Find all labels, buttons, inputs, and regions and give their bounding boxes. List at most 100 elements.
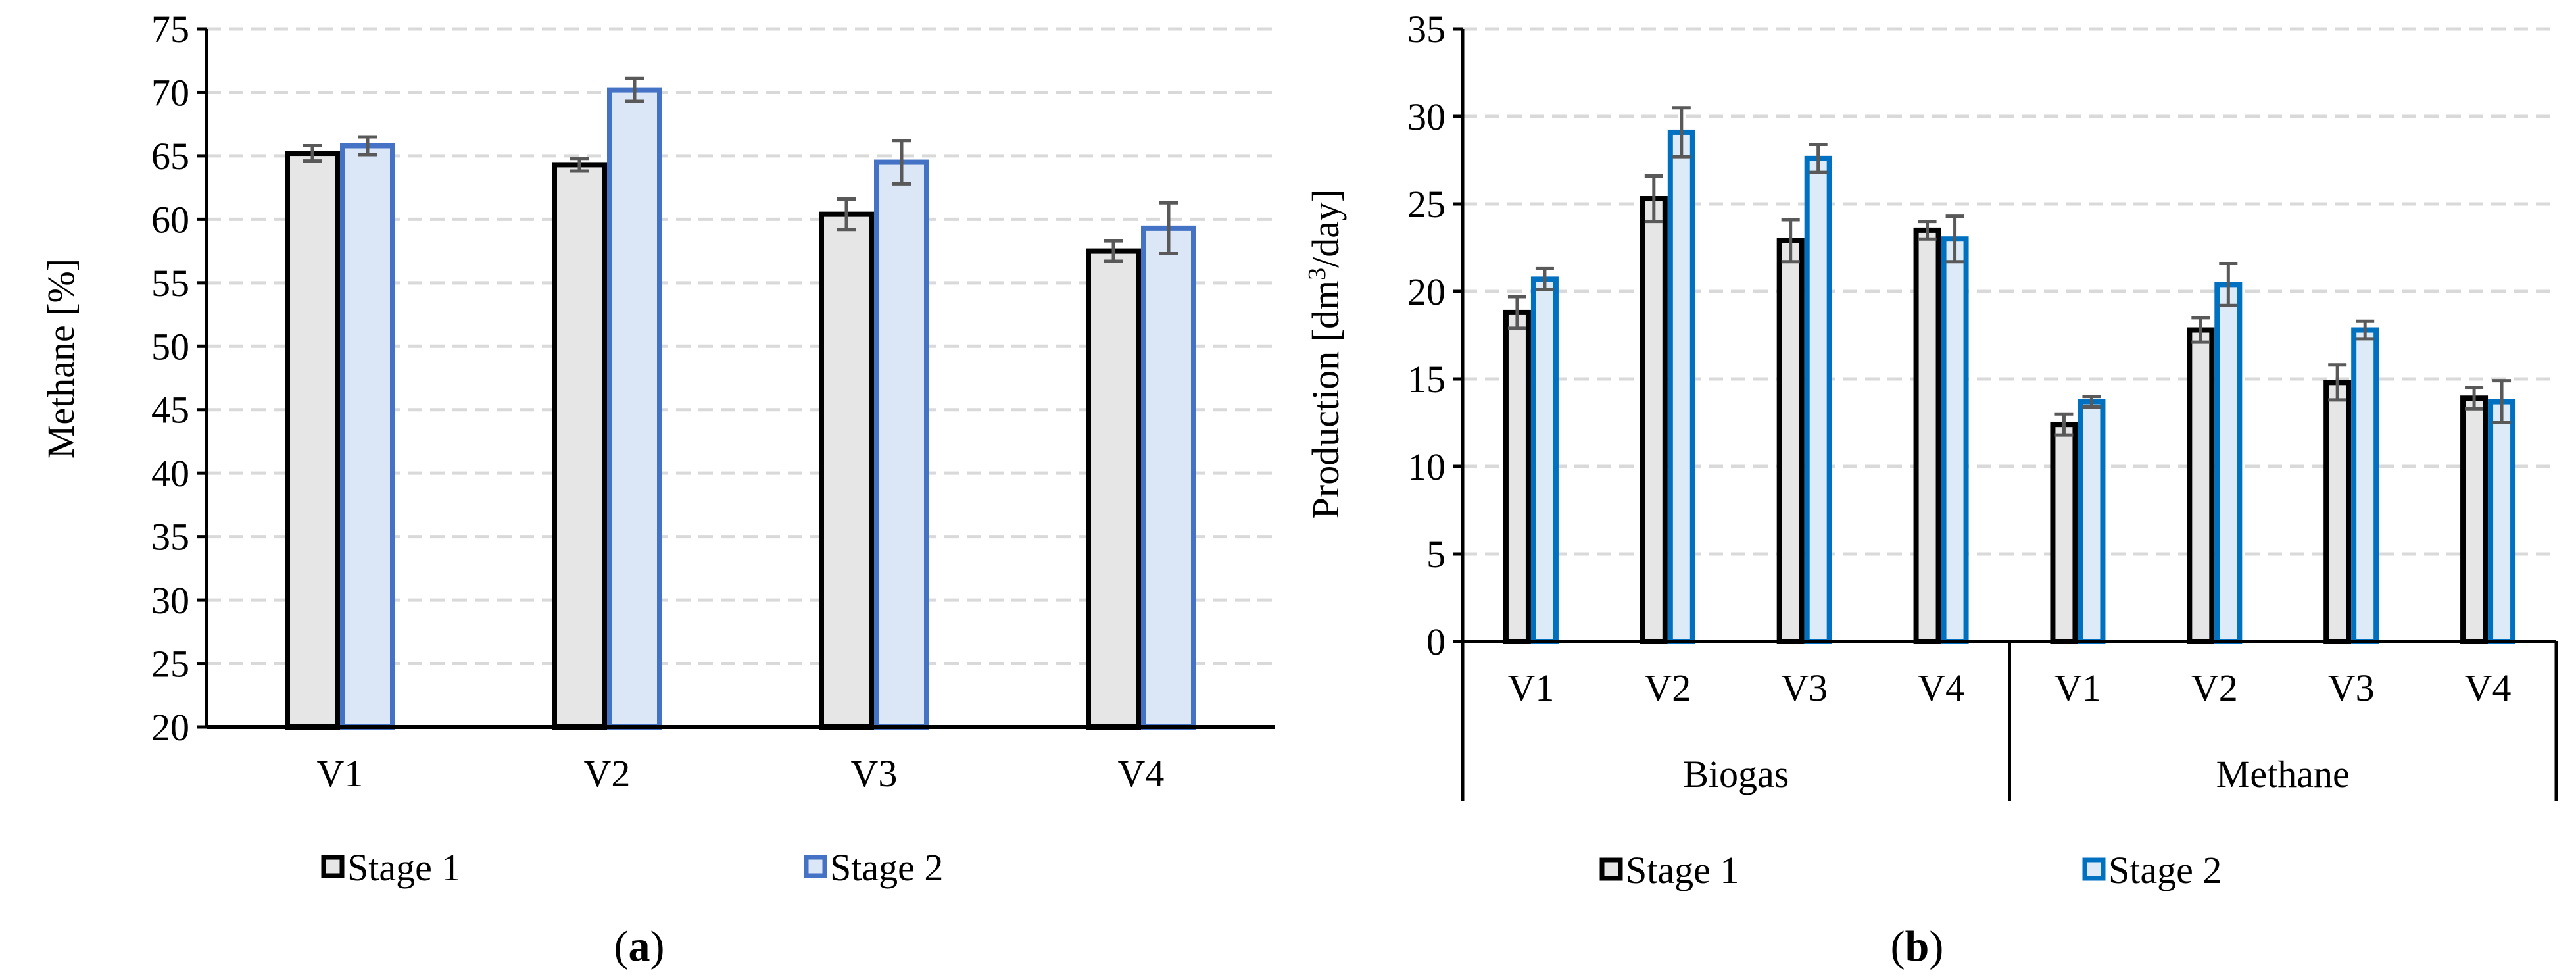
y-tick-label: 20 [1407,270,1446,313]
bar-stage1-v3 [1776,238,1805,644]
bar-stage1-v1 [1503,309,1531,644]
y-axis-title-b-sup: 3 [1303,268,1331,280]
y-tick-label: 75 [151,8,189,51]
error-bar [2219,261,2238,307]
error-bar [1507,295,1526,330]
x-tick-label: V2 [584,752,631,795]
error-bar [2328,363,2347,402]
bar-stage2-v2 [607,87,662,730]
y-tick-label: 30 [151,579,189,622]
bar-stage1-v1 [2050,422,2078,644]
bar-stage2-v3 [2351,327,2379,644]
x-tick-label: V4 [1918,666,1964,709]
bar-stage1-v1 [285,151,340,730]
error-bar [2054,412,2074,437]
legend-swatch-stage1-a [321,855,345,878]
bar-stage1-v3 [819,211,874,730]
y-tick-label: 60 [151,198,189,241]
y-tick-label: 0 [1426,620,1446,663]
bar-stage1-v2 [2187,327,2215,644]
y-tick-label: 10 [1407,445,1446,488]
y-tick-label: 70 [151,71,189,114]
legend-swatch-stage1-b [1599,857,1623,881]
panel-label-a-letter: a [629,922,650,970]
bar-stage1-v3 [2323,380,2352,644]
error-bar [892,139,911,186]
y-tick-label: 5 [1426,533,1446,576]
panel-label-a: (a) [614,922,665,970]
error-bar [1945,214,1964,264]
x-tick-label: V3 [1781,666,1828,709]
group-label-biogas: Biogas [1683,753,1789,795]
x-tick-label: V1 [2054,666,2101,709]
y-tick-label: 35 [151,516,189,559]
legend-label-stage2-a: Stage 2 [830,846,943,889]
x-tick-label: V3 [851,752,898,795]
bar-stage2-v4 [2488,399,2516,645]
chart-panel-a: 20 25 30 35 40 45 50 55 60 65 70 75 V1 V2 V3 V4 [151,8,1275,795]
legend-label-stage1-b: Stage 1 [1626,849,1739,891]
error-bar [2082,395,2101,409]
error-bar [1104,239,1123,263]
error-bar [1535,266,1554,291]
y-tick-label: 15 [1407,358,1446,401]
error-bar [2191,316,2210,344]
panel-label-b: (b) [1891,922,1944,970]
bar-stage2-v3 [874,159,929,730]
bar-stage1-v4 [2460,395,2489,644]
panel-label-b-letter: b [1905,922,1930,970]
x-tick-label: V4 [2465,666,2512,709]
error-bar [1672,106,1691,159]
x-tick-label: V4 [1118,752,1165,795]
error-bar [1918,220,1937,241]
y-tick-label: 65 [151,135,189,178]
x-tick-label: V3 [2328,666,2375,709]
legend-label-stage2-b: Stage 2 [2108,849,2222,891]
bar-stage1-v4 [1086,248,1141,730]
legend-swatch-stage2-a [804,855,827,878]
error-bar [625,76,644,103]
bar-stage2-v2 [2214,282,2243,644]
bar-stage2-v3 [1804,155,1832,644]
bar-stage2-v2 [1667,129,1695,644]
error-bar [358,135,377,157]
bar-stage2-v1 [2078,399,2106,645]
y-axis-title-b: Production [dm3/day] [1303,189,1347,519]
group-label-methane: Methane [2216,753,2350,795]
error-bar [2356,319,2375,341]
y-tick-label: 20 [151,706,189,749]
error-bar [837,197,856,232]
y-axis-title-b-main: Production [dm [1304,280,1347,518]
x-tick-label: V2 [1644,666,1691,709]
bar-stage1-v4 [1913,227,1941,644]
y-axis-title-a: Methane [%] [39,259,82,459]
y-tick-label: 55 [151,262,189,305]
error-bar [1644,174,1663,224]
x-tick-label: V1 [317,752,364,795]
y-axis-title-b-tail: /day] [1304,189,1347,268]
y-tick-label: 50 [151,325,189,368]
bar-stage2-v4 [1941,236,1969,644]
legend-swatch-stage2-b [2082,857,2106,881]
y-tick-label: 25 [1407,183,1446,226]
y-tick-label: 25 [151,643,189,686]
bar-stage2-v4 [1141,225,1196,730]
bar-stage2-v1 [340,143,395,730]
y-tick-label: 35 [1407,8,1446,51]
bar-stage1-v2 [552,162,607,730]
error-bar [1809,143,1828,174]
y-tick-label: 30 [1407,95,1446,138]
legend-b: Stage 1 Stage 2 [1599,849,2222,891]
bar-stage2-v1 [1530,276,1559,644]
error-bar [2492,379,2512,424]
legend-a: Stage 1 Stage 2 [321,846,943,889]
error-bar [1159,201,1178,255]
error-bar [570,157,589,173]
chart-panel-b: 0 5 10 15 20 25 30 35 V1 V2 V3 V4 V1 V2 V3 V4 Biogas Meth… [1407,8,2558,801]
error-bar [1781,218,1800,264]
bar-stage1-v2 [1640,196,1668,644]
error-bar [2465,386,2484,411]
y-tick-label: 40 [151,452,189,495]
x-tick-label: V2 [2191,666,2238,709]
